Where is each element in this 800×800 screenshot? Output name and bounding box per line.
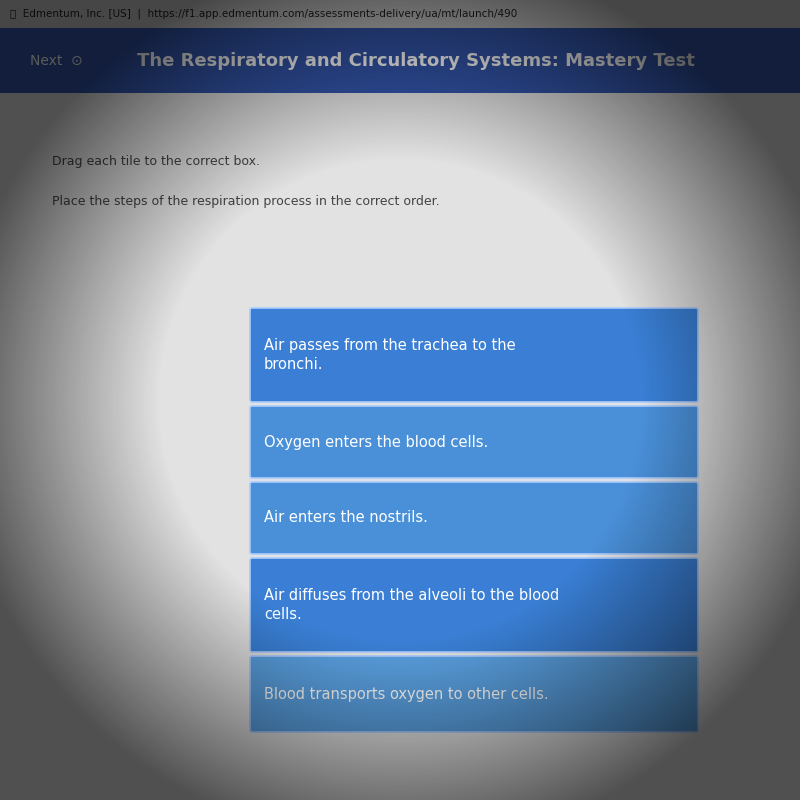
Bar [0, 93, 800, 800]
FancyBboxPatch shape [250, 406, 698, 478]
FancyBboxPatch shape [250, 482, 698, 554]
FancyBboxPatch shape [250, 558, 698, 652]
Text: The Respiratory and Circulatory Systems: Mastery Test: The Respiratory and Circulatory Systems:… [137, 51, 695, 70]
Text: Blood transports oxygen to other cells.: Blood transports oxygen to other cells. [264, 686, 549, 702]
Bar [0, 28, 800, 93]
Text: Drag each tile to the correct box.: Drag each tile to the correct box. [52, 155, 260, 168]
Text: Place the steps of the respiration process in the correct order.: Place the steps of the respiration proce… [52, 195, 440, 208]
FancyBboxPatch shape [250, 308, 698, 402]
Text: Air passes from the trachea to the
bronchi.: Air passes from the trachea to the bronc… [264, 338, 516, 372]
Text: Air diffuses from the alveoli to the blood
cells.: Air diffuses from the alveoli to the blo… [264, 588, 559, 622]
Text: ⚿  Edmentum, Inc. [US]  |  https://f1.app.edmentum.com/assessments-delivery/ua/m: ⚿ Edmentum, Inc. [US] | https://f1.app.e… [10, 9, 518, 19]
Text: Next  ⊙: Next ⊙ [30, 54, 82, 67]
Bar [0, 0, 800, 28]
Text: Air enters the nostrils.: Air enters the nostrils. [264, 510, 428, 526]
Text: Oxygen enters the blood cells.: Oxygen enters the blood cells. [264, 434, 488, 450]
FancyBboxPatch shape [250, 656, 698, 732]
